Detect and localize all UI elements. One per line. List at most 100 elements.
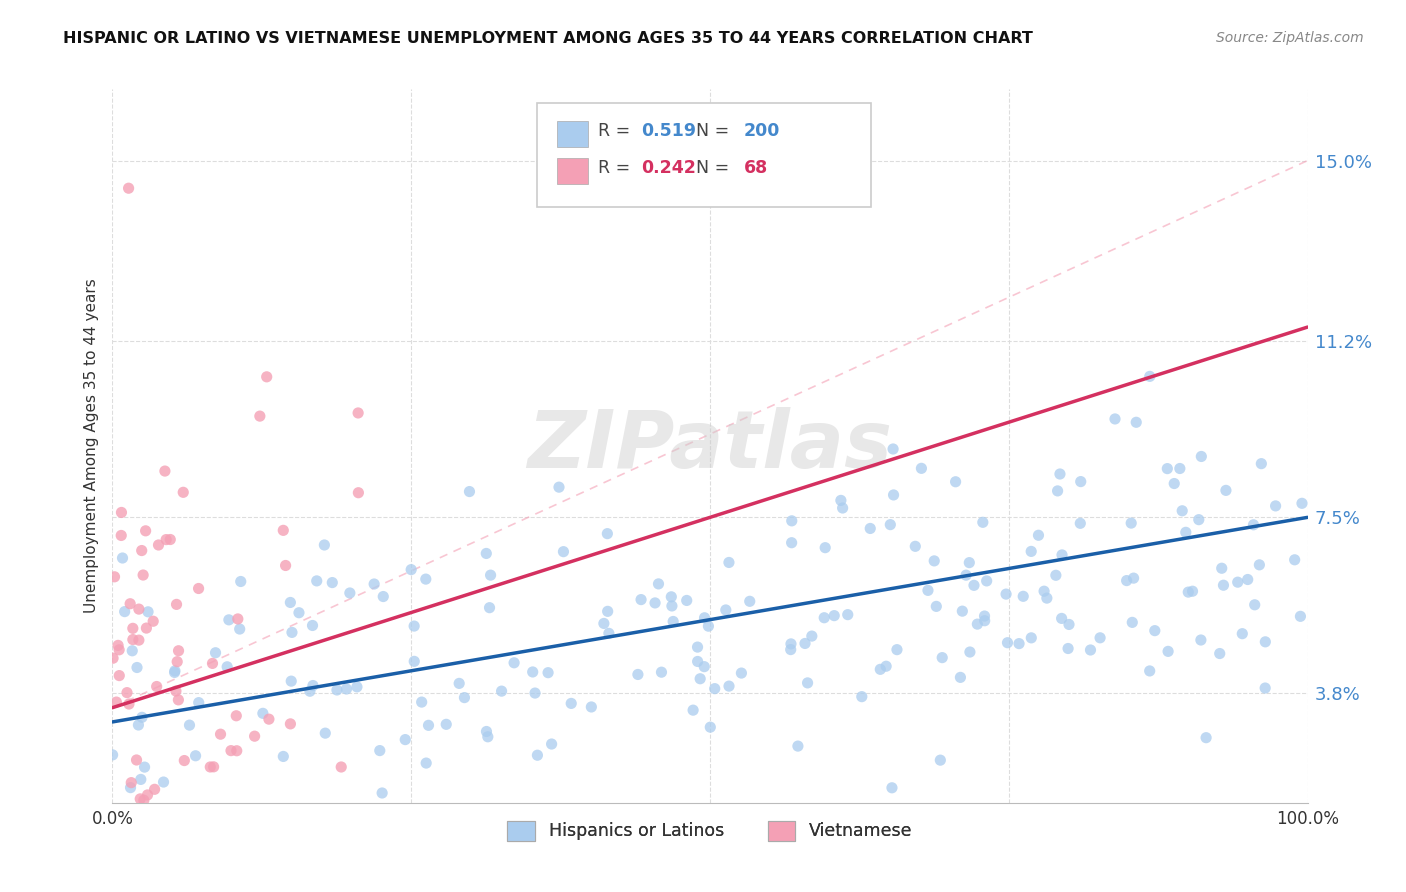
Point [101, 651, 124, 665]
Point [127, 718, 149, 732]
Point [1143, 624, 1166, 638]
Point [167, 644, 190, 658]
Point [697, 619, 720, 633]
Point [1215, 483, 1237, 498]
Point [1189, 450, 1212, 464]
Point [524, 686, 547, 700]
Point [228, 622, 250, 636]
Point [180, 843, 202, 857]
Point [1139, 369, 1161, 384]
Point [851, 690, 873, 704]
Point [302, 679, 325, 693]
Point [187, 696, 209, 710]
Point [136, 788, 159, 802]
Point [478, 600, 501, 615]
Point [163, 665, 186, 680]
Point [945, 475, 967, 489]
Point [813, 611, 835, 625]
Point [717, 679, 740, 693]
Point [179, 718, 201, 732]
Point [105, 806, 128, 821]
Point [305, 574, 328, 588]
Point [131, 543, 153, 558]
Point [201, 657, 224, 671]
Point [869, 662, 891, 676]
Point [540, 737, 562, 751]
Point [682, 703, 704, 717]
Point [823, 608, 845, 623]
Point [661, 599, 683, 613]
Point [166, 598, 188, 612]
Point [121, 621, 143, 635]
Point [110, 528, 132, 542]
Point [107, 639, 129, 653]
Point [957, 556, 980, 570]
Point [522, 665, 544, 679]
Point [115, 685, 138, 699]
Point [200, 760, 222, 774]
Point [301, 618, 323, 632]
Point [976, 574, 998, 588]
Point [1080, 643, 1102, 657]
Point [117, 181, 139, 195]
Point [111, 551, 134, 566]
Point [108, 668, 131, 682]
Point [780, 637, 803, 651]
Point [598, 626, 620, 640]
Point [686, 640, 709, 654]
Point [737, 805, 759, 820]
Point [103, 570, 125, 584]
Point [1036, 591, 1059, 606]
Point [630, 592, 652, 607]
Text: 0.519: 0.519 [641, 121, 696, 139]
Point [135, 621, 157, 635]
Point [1121, 516, 1143, 530]
Point [1168, 461, 1191, 475]
Point [159, 533, 181, 547]
Point [686, 655, 709, 669]
Point [335, 681, 357, 696]
Point [1057, 641, 1080, 656]
Point [1249, 558, 1271, 572]
Point [458, 484, 481, 499]
Point [298, 684, 321, 698]
Point [219, 744, 242, 758]
Point [330, 760, 353, 774]
Point [120, 597, 142, 611]
Point [118, 817, 141, 831]
Point [148, 839, 170, 854]
Point [418, 718, 440, 732]
Point [280, 595, 302, 609]
Point [1289, 609, 1312, 624]
Point [1291, 496, 1313, 510]
Point [129, 772, 152, 787]
Point [136, 833, 159, 847]
Point [553, 544, 575, 558]
Point [105, 695, 128, 709]
Point [218, 613, 240, 627]
Point [596, 526, 619, 541]
Point [949, 670, 972, 684]
Text: R =: R = [598, 159, 636, 177]
Point [128, 633, 150, 648]
Point [202, 760, 225, 774]
Point [703, 681, 725, 696]
Point [1057, 617, 1080, 632]
Point [780, 535, 803, 549]
Point [125, 660, 148, 674]
Point [1019, 544, 1042, 558]
Point [1122, 571, 1144, 585]
Point [780, 514, 803, 528]
Point [187, 582, 209, 596]
Point [128, 843, 150, 857]
Point [131, 710, 153, 724]
Point [596, 604, 619, 618]
Point [173, 754, 195, 768]
Point [152, 775, 174, 789]
Point [404, 654, 426, 668]
Point [1028, 528, 1050, 542]
Point [1033, 584, 1056, 599]
Point [475, 546, 498, 560]
Point [787, 739, 810, 753]
Point [114, 605, 136, 619]
